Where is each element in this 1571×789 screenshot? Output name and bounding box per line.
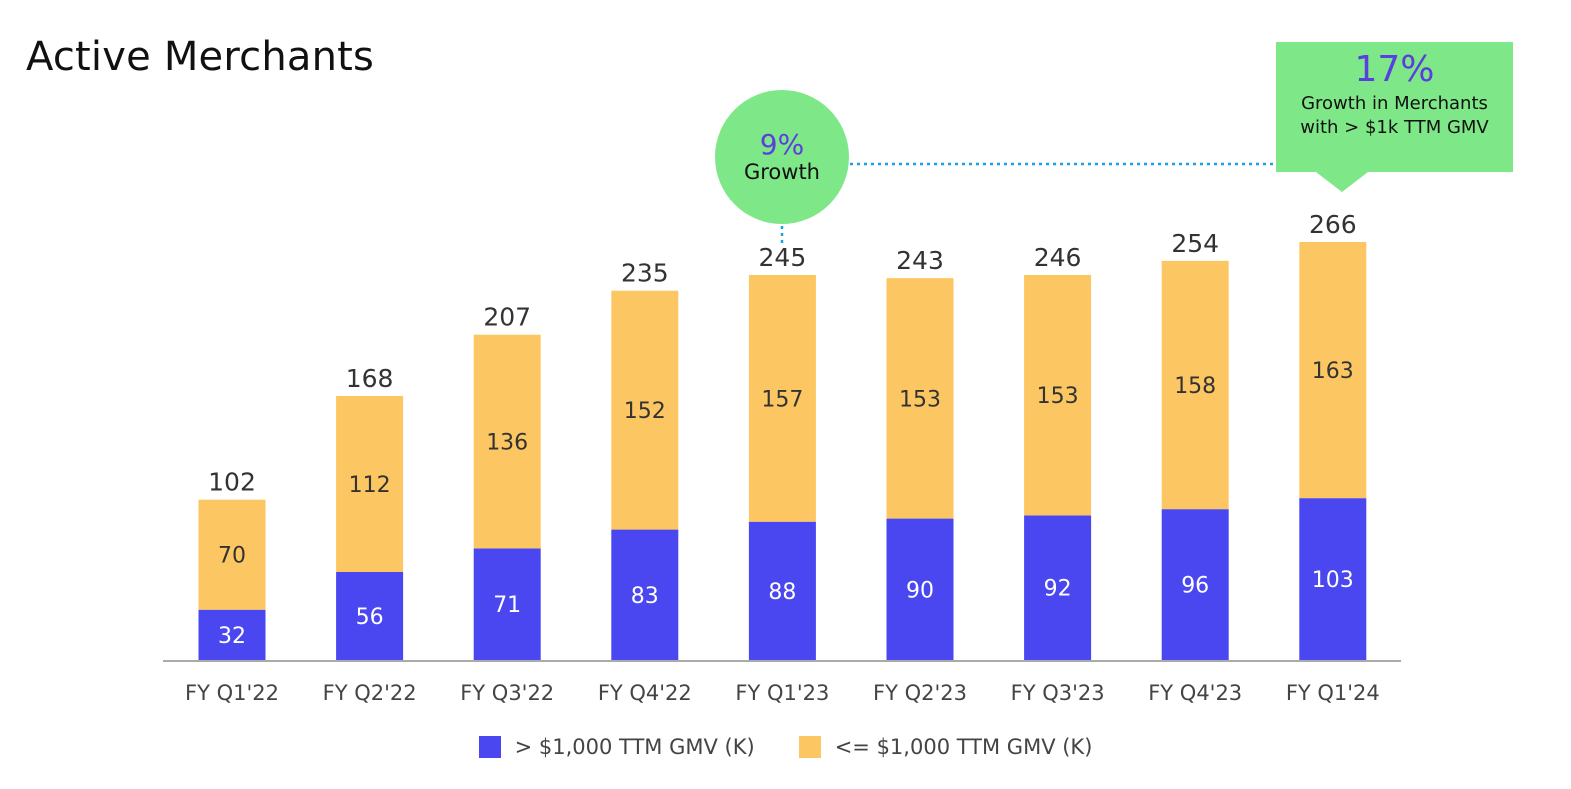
total-label-3: 235 [621, 259, 669, 288]
legend-label-above: > $1,000 TTM GMV (K) [514, 735, 755, 759]
tick-label-8: FY Q1'24 [1286, 681, 1380, 705]
data-label-above-2: 71 [493, 593, 521, 618]
bar-above-7 [1161, 509, 1229, 660]
data-label-below-1: 112 [349, 473, 391, 498]
tick-label-3: FY Q4'22 [598, 681, 692, 705]
tick-label-6: FY Q3'23 [1011, 681, 1105, 705]
bar-above-0 [198, 609, 266, 660]
bar-below-4 [748, 275, 816, 522]
growth-bubble-text: Growth [743, 160, 820, 184]
bar-below-7 [1161, 260, 1229, 510]
legend-item-below: <= $1,000 TTM GMV (K) [798, 735, 1093, 759]
tick-label-0: FY Q1'22 [185, 681, 279, 705]
total-label-8: 266 [1309, 210, 1357, 239]
bars-group: 32 70 102 56 112 168 71 136 207 83 152 235 88 157 245 9… [198, 210, 1367, 660]
tick-label-7: FY Q4'23 [1148, 681, 1242, 705]
bar-above-6 [1024, 515, 1092, 660]
total-label-1: 168 [346, 364, 394, 393]
tick-label-5: FY Q2'23 [873, 681, 967, 705]
data-label-below-2: 136 [486, 431, 528, 456]
data-label-below-5: 153 [899, 387, 941, 412]
growth-callout-text: Growth in Merchants with > $1k TTM GMV [1300, 93, 1489, 138]
data-label-above-6: 92 [1044, 577, 1072, 602]
bar-below-6 [1024, 275, 1092, 516]
data-label-above-4: 88 [768, 580, 796, 605]
legend-item-above: > $1,000 TTM GMV (K) [478, 735, 755, 759]
growth-bubble: 9% Growth [715, 90, 849, 224]
data-label-below-4: 157 [761, 387, 803, 412]
data-label-above-5: 90 [906, 578, 934, 603]
bar-above-1 [336, 572, 404, 660]
total-label-6: 246 [1034, 243, 1082, 272]
bar-above-8 [1299, 498, 1367, 660]
total-label-2: 207 [483, 303, 531, 332]
data-label-above-8: 103 [1312, 568, 1354, 593]
data-label-below-6: 153 [1037, 384, 1079, 409]
tick-label-2: FY Q3'22 [460, 681, 554, 705]
data-label-above-0: 32 [218, 624, 246, 649]
data-label-below-7: 158 [1174, 374, 1216, 399]
data-label-below-3: 152 [624, 399, 666, 424]
data-label-above-3: 83 [631, 584, 659, 609]
legend-label-below: <= $1,000 TTM GMV (K) [834, 735, 1093, 759]
total-label-7: 254 [1171, 229, 1219, 258]
page-title: Active Merchants [26, 34, 375, 80]
total-label-0: 102 [208, 468, 256, 497]
bar-above-5 [886, 518, 954, 660]
data-label-above-7: 96 [1181, 574, 1209, 599]
bar-below-0 [198, 499, 266, 610]
data-label-below-0: 70 [218, 544, 246, 569]
data-label-above-1: 56 [356, 605, 384, 630]
legend: > $1,000 TTM GMV (K) <= $1,000 TTM GMV (… [0, 735, 1571, 759]
tick-label-1: FY Q2'22 [323, 681, 417, 705]
bar-above-4 [748, 521, 816, 660]
bar-above-3 [611, 529, 679, 660]
legend-swatch-below [798, 736, 821, 758]
bar-below-8 [1299, 242, 1367, 499]
tick-label-4: FY Q1'23 [735, 681, 829, 705]
growth-callout-value: 17% [1354, 49, 1435, 90]
bar-above-2 [473, 548, 541, 660]
legend-swatch-above [478, 736, 501, 758]
growth-bubble-value: 9% [759, 128, 805, 161]
bar-below-3 [611, 290, 679, 530]
growth-callout: 17% Growth in Merchants with > $1k TTM G… [1276, 42, 1513, 192]
bar-below-5 [886, 278, 954, 519]
total-label-4: 245 [759, 243, 807, 272]
bar-below-1 [336, 396, 404, 572]
x-axis-ticks: FY Q1'22 FY Q2'22 FY Q3'22 FY Q4'22 FY Q1'23… [185, 681, 1380, 705]
bar-below-2 [473, 334, 541, 549]
data-label-below-8: 163 [1312, 359, 1354, 384]
total-label-5: 243 [896, 246, 944, 275]
